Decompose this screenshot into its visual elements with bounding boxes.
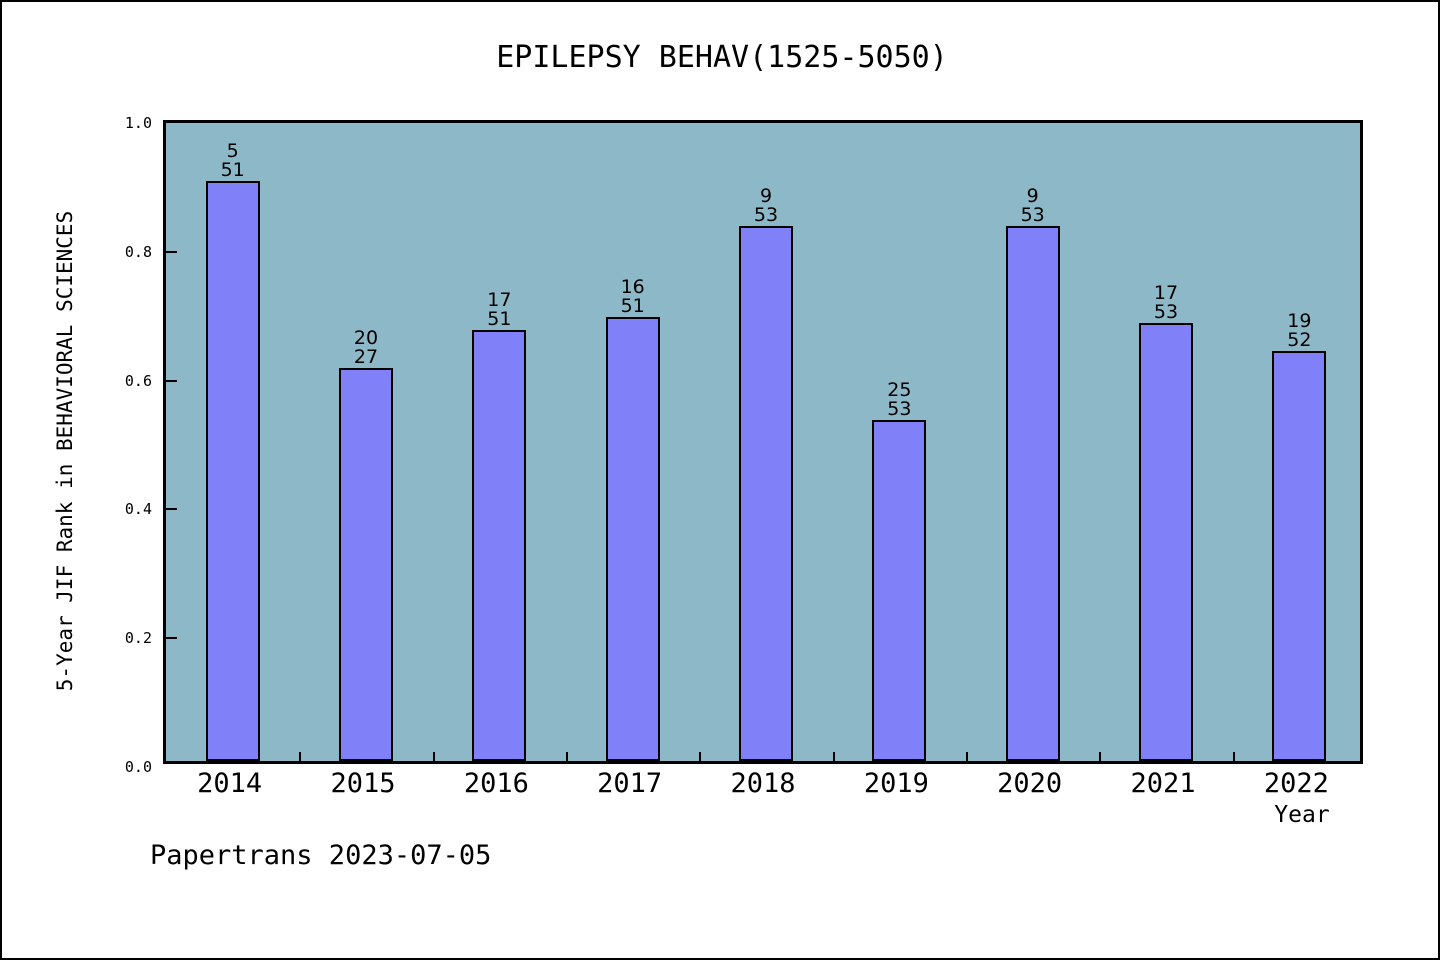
bar[interactable]	[1005, 226, 1060, 761]
bar[interactable]	[605, 316, 660, 761]
x-tick-label: 2018	[730, 768, 796, 799]
bar-value-denominator: 51	[220, 159, 245, 182]
y-tick-mark	[166, 379, 177, 382]
x-tick-label: 2014	[197, 768, 263, 799]
y-tick-label: 0.8	[124, 242, 152, 261]
bar-value-label: 25 53	[834, 378, 964, 420]
bar-value-label: 17 53	[1101, 284, 1231, 322]
y-tick-label: 1.0	[124, 114, 152, 132]
bar-value-numerator: 5	[226, 140, 239, 163]
bar-value-numerator: 9	[1026, 185, 1039, 208]
x-tick-mark	[566, 752, 568, 761]
bar[interactable]	[472, 329, 527, 761]
bar-value-numerator: 16	[620, 275, 645, 298]
bar[interactable]	[872, 419, 927, 761]
x-tick-mark	[1099, 752, 1102, 761]
bar[interactable]	[739, 226, 793, 761]
bar-value-label: 9 53	[968, 187, 1098, 225]
bar-value-numerator: 9	[759, 185, 773, 208]
bar-value-label: 16 51	[568, 275, 698, 317]
page-title: EPILEPSY BEHAV(1525-5050)	[496, 40, 948, 75]
x-axis-title: Year	[1274, 802, 1330, 828]
x-tick-label: 2019	[863, 768, 929, 799]
y-tick-label: 0.0	[124, 758, 152, 776]
bar-value-label: 19 52	[1234, 312, 1364, 350]
bar[interactable]	[339, 368, 393, 761]
plot-area: 0.0 0.2 0.4 0.6 0.8 1.0 5 51 20 27 17 51 16 51 9 53 25 5…	[125, 114, 1363, 776]
x-tick-mark	[432, 752, 435, 761]
bar-value-denominator: 53	[887, 397, 912, 420]
y-tick-mark	[166, 637, 177, 640]
y-axis-title: 5-Year JIF Rank in BEHAVIORAL SCIENCES	[53, 210, 77, 692]
bar-value-numerator: 17	[1153, 282, 1179, 305]
bar-value-denominator: 53	[1153, 301, 1179, 324]
bar[interactable]	[205, 181, 260, 761]
bar-value-numerator: 20	[353, 327, 379, 350]
y-tick-mark	[166, 250, 177, 253]
x-tick-mark	[832, 752, 835, 761]
y-tick-label: 0.2	[124, 629, 152, 648]
bar-value-denominator: 52	[1287, 329, 1312, 352]
x-tick-label: 2020	[997, 768, 1063, 799]
plot-inner: 0.0 0.2 0.4 0.6 0.8 1.0 5 51 20 27 17 51 16 51 9 53 25 5…	[125, 114, 1360, 776]
x-tick-mark	[699, 752, 702, 761]
bar-value-denominator: 53	[1020, 204, 1045, 227]
bar[interactable]	[1139, 323, 1193, 761]
x-tick-mark	[1232, 752, 1235, 761]
bar-value-label: 17 51	[434, 288, 564, 330]
bar-value-numerator: 17	[487, 288, 512, 311]
x-tick-label: 2022	[1263, 768, 1329, 799]
x-tick-label: 2017	[597, 768, 663, 799]
x-tick-mark	[299, 752, 302, 761]
bar-value-numerator: 25	[887, 378, 912, 401]
bar-value-denominator: 51	[487, 307, 512, 330]
bar-value-label: 20 27	[301, 329, 431, 367]
bar-value-label: 5 51	[168, 142, 298, 180]
bar-value-numerator: 19	[1287, 310, 1312, 333]
x-tick-mark	[966, 752, 968, 761]
bar[interactable]	[1272, 351, 1327, 761]
footer-note: Papertrans 2023-07-05	[150, 840, 492, 871]
bar-value-denominator: 27	[353, 346, 379, 369]
bar-value-denominator: 53	[753, 204, 779, 227]
y-tick-label: 0.4	[124, 500, 152, 519]
bar-value-denominator: 51	[620, 294, 645, 317]
bar-value-label: 9 53	[701, 187, 831, 225]
x-tick-label: 2016	[463, 768, 529, 799]
y-tick-mark	[166, 508, 177, 511]
x-tick-label: 2015	[330, 768, 396, 799]
x-tick-label: 2021	[1130, 768, 1196, 799]
y-tick-label: 0.6	[124, 371, 152, 390]
